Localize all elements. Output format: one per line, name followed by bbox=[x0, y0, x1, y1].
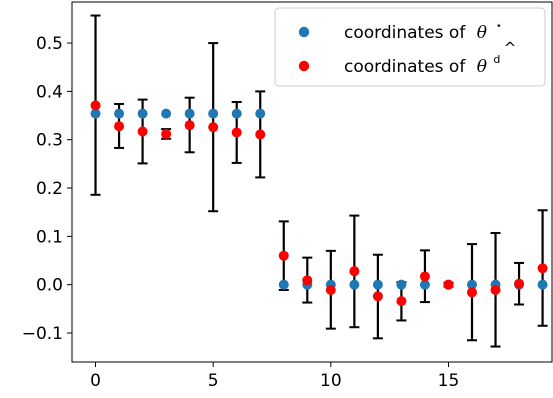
legend-label-theta-star: coordinates of θ ⋆ bbox=[344, 19, 502, 43]
plot-frame bbox=[71, 1, 553, 363]
theta-star-point bbox=[467, 279, 477, 290]
theta-star-point bbox=[90, 108, 101, 119]
theta-hat-d-point bbox=[349, 266, 360, 277]
x-axis-ticks: 0 5 10 15 bbox=[90, 362, 459, 391]
legend-hat-accent: ^ bbox=[504, 39, 517, 57]
theta-hat-d-point bbox=[90, 100, 101, 111]
theta-star-point bbox=[372, 279, 383, 290]
theta-star-point bbox=[419, 279, 430, 290]
theta-hat-d-point bbox=[325, 285, 336, 295]
theta-hat-d-point bbox=[372, 291, 383, 302]
theta-hat-d-point bbox=[302, 275, 313, 286]
theta-star-point bbox=[114, 108, 125, 119]
x-tick-label: 15 bbox=[438, 371, 460, 391]
theta-star-point bbox=[184, 108, 195, 119]
legend-star-sup: ⋆ bbox=[495, 19, 502, 32]
theta-hat-d-point bbox=[255, 129, 266, 140]
theta-hat-d-point bbox=[161, 128, 172, 139]
theta-hat-d-point bbox=[208, 122, 219, 133]
x-tick-label: 0 bbox=[90, 371, 101, 391]
theta-hat-d-point bbox=[396, 296, 407, 307]
legend-theta-symbol: θ bbox=[477, 23, 487, 43]
series-theta-hat-d-points bbox=[90, 100, 548, 307]
theta-hat-d-point bbox=[278, 250, 289, 261]
y-tick-label: 0.3 bbox=[36, 131, 63, 151]
theta-hat-d-point bbox=[490, 285, 501, 295]
y-tick-label: 0.1 bbox=[36, 227, 63, 247]
legend-marker-theta-hat-d bbox=[298, 60, 310, 72]
y-tick-label: −0.1 bbox=[22, 324, 63, 344]
y-axis-ticks: −0.1 0.0 0.1 0.2 0.3 0.4 0.5 bbox=[22, 34, 72, 344]
theta-star-point bbox=[396, 279, 407, 290]
y-tick-label: 0.5 bbox=[36, 34, 63, 54]
legend-box bbox=[274, 7, 546, 87]
theta-star-point bbox=[349, 279, 360, 290]
theta-hat-d-point bbox=[184, 120, 195, 131]
theta-hat-d-point bbox=[443, 279, 454, 290]
x-tick-label: 10 bbox=[320, 371, 342, 391]
theta-hat-d-point bbox=[137, 126, 148, 137]
y-tick-label: 0.0 bbox=[36, 276, 63, 296]
legend-marker-theta-star bbox=[298, 26, 310, 38]
legend-label-prefix-1: coordinates of bbox=[344, 23, 466, 43]
x-tick-label: 5 bbox=[208, 371, 219, 391]
theta-hat-d-point bbox=[231, 127, 242, 138]
theta-star-point bbox=[537, 279, 548, 290]
theta-hat-d-point bbox=[467, 287, 477, 298]
theta-star-point bbox=[255, 108, 266, 119]
theta-star-point bbox=[161, 108, 172, 119]
legend: coordinates of θ ⋆ coordinates of θ d ^ bbox=[274, 7, 546, 87]
series-theta-star-points bbox=[90, 108, 548, 290]
legend-label-theta-hat-d: coordinates of θ d bbox=[344, 53, 500, 77]
legend-theta-hat-symbol: θ bbox=[477, 57, 487, 77]
legend-d-sup: d bbox=[493, 53, 500, 66]
legend-label-prefix-2: coordinates of bbox=[344, 57, 466, 77]
y-tick-label: 0.2 bbox=[36, 179, 63, 199]
theta-star-point bbox=[208, 108, 219, 119]
theta-hat-d-point bbox=[114, 121, 125, 132]
theta-star-point bbox=[231, 108, 242, 119]
theta-star-point bbox=[278, 279, 289, 290]
y-tick-label: 0.4 bbox=[36, 82, 63, 102]
theta-hat-d-point bbox=[514, 278, 525, 289]
theta-hat-d-point bbox=[419, 271, 430, 282]
theta-hat-d-point bbox=[537, 263, 548, 274]
theta-star-point bbox=[137, 108, 148, 119]
